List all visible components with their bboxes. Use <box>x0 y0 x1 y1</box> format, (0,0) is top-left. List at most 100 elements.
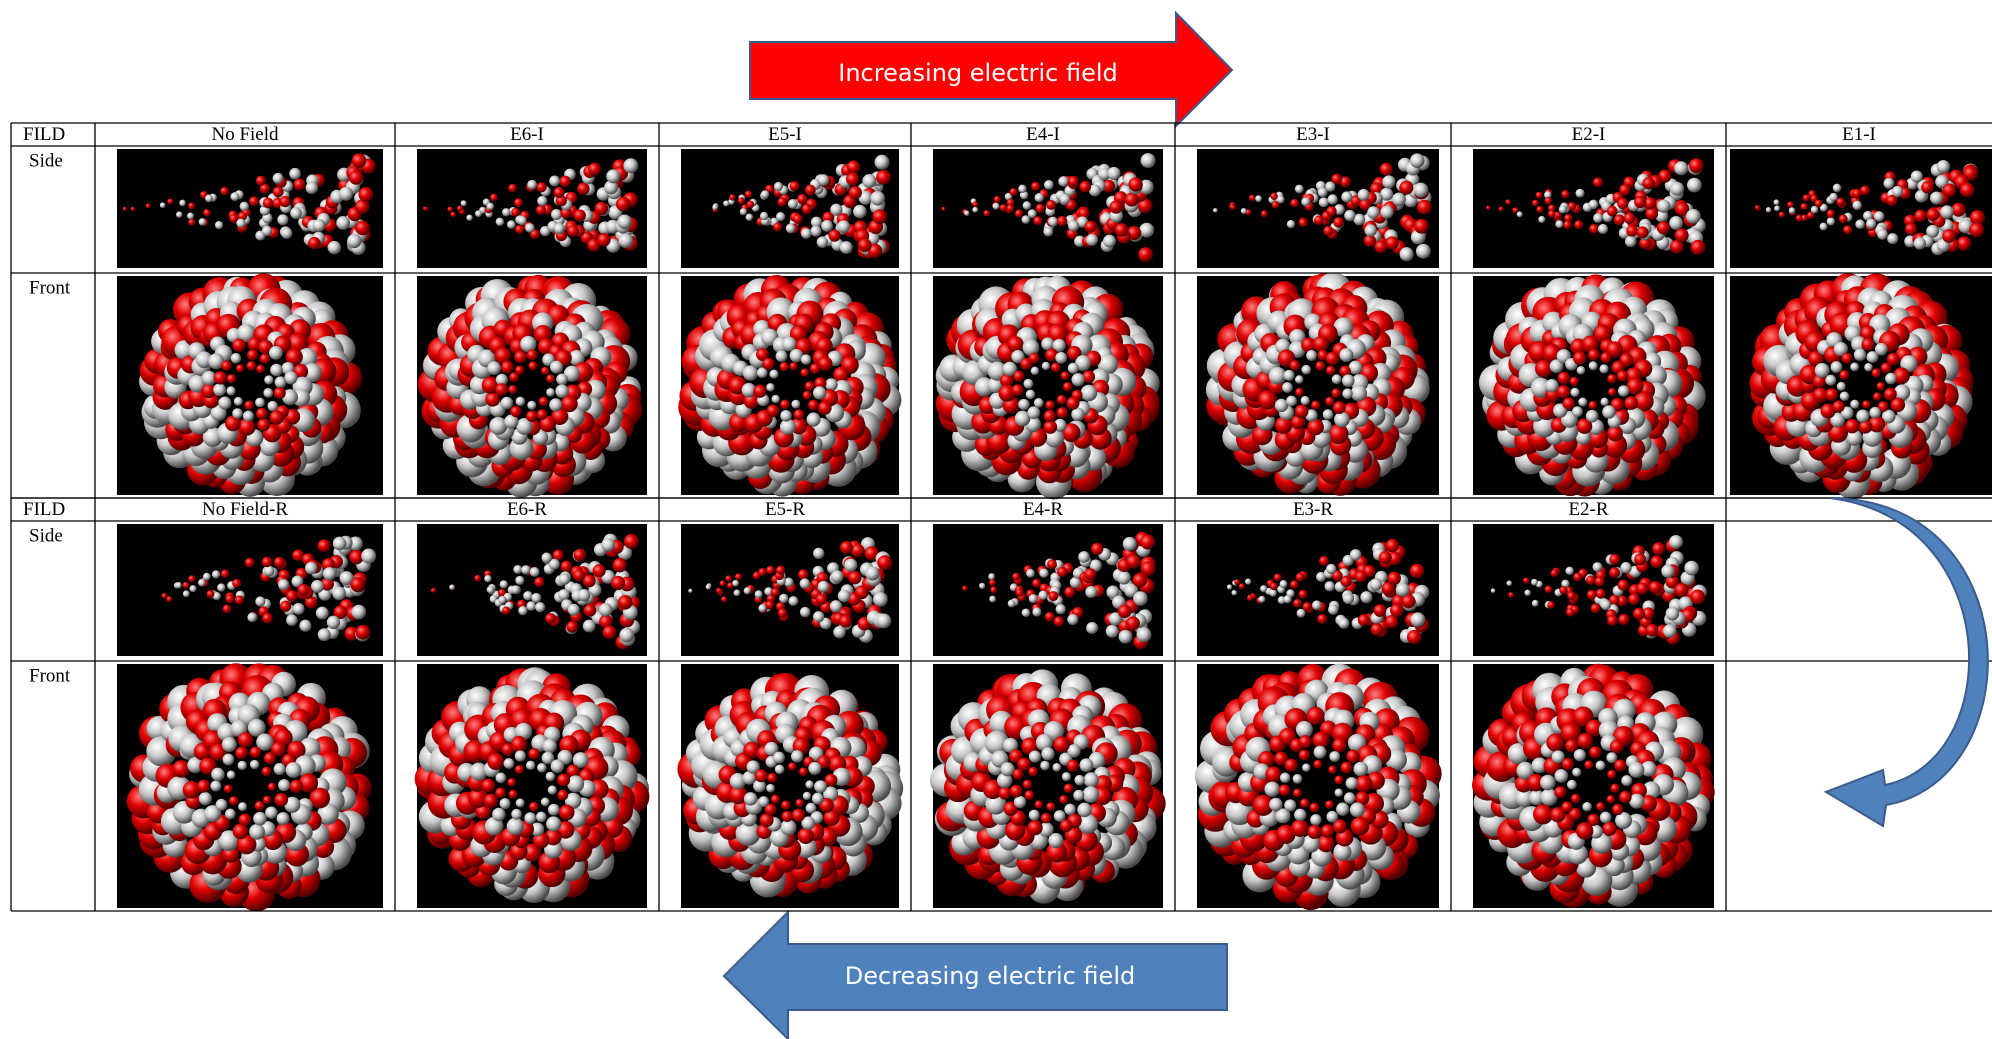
atom <box>831 570 843 582</box>
atom <box>606 169 620 183</box>
atom <box>1533 804 1553 824</box>
atom <box>269 410 283 424</box>
atom <box>1353 762 1368 777</box>
atom <box>509 790 518 799</box>
atom <box>536 812 547 823</box>
atom <box>1881 363 1892 374</box>
atom <box>799 767 808 776</box>
atom <box>808 762 821 775</box>
atom <box>232 339 245 352</box>
atom <box>1566 608 1575 617</box>
atom <box>1815 200 1823 208</box>
atom <box>1044 180 1054 190</box>
atom <box>723 200 729 206</box>
atom <box>1334 776 1343 785</box>
atom <box>1317 614 1327 624</box>
atom <box>1245 578 1251 584</box>
column-header: E6-I <box>510 124 544 145</box>
atom <box>263 796 271 804</box>
atom <box>791 750 803 762</box>
atom <box>273 173 284 184</box>
atom <box>816 593 827 604</box>
atom <box>256 365 265 374</box>
atom <box>508 385 517 394</box>
column-header: E2-R <box>1568 499 1608 520</box>
atom <box>1602 405 1615 418</box>
atom <box>1573 351 1587 365</box>
atom <box>531 593 541 603</box>
atom <box>1589 401 1598 410</box>
atom <box>839 615 852 628</box>
atom <box>1041 813 1052 824</box>
atom <box>553 187 564 198</box>
atom <box>1572 406 1583 417</box>
atom <box>146 203 151 208</box>
atom <box>1837 382 1846 391</box>
atom <box>979 583 985 589</box>
atom <box>1293 599 1302 608</box>
atom <box>1057 407 1068 418</box>
atom <box>1628 593 1640 605</box>
atom <box>1035 800 1043 808</box>
atom <box>253 812 267 826</box>
atom <box>1578 398 1587 407</box>
atom <box>247 349 258 360</box>
atom <box>1048 591 1058 601</box>
front-image <box>1473 274 1714 496</box>
atom <box>1634 553 1646 565</box>
atom <box>1827 210 1835 218</box>
atom <box>1315 361 1325 371</box>
atom <box>225 809 236 820</box>
atom <box>775 765 785 775</box>
atom <box>1053 736 1070 753</box>
column-header: E5-I <box>768 124 802 145</box>
atom <box>1610 784 1619 793</box>
atom <box>810 226 821 237</box>
atom <box>1815 363 1830 378</box>
atom <box>318 539 331 552</box>
atom <box>1068 220 1079 231</box>
atom <box>558 589 569 600</box>
side-image <box>117 149 383 268</box>
atom <box>1600 398 1608 406</box>
atom <box>550 361 563 374</box>
atom <box>274 387 286 399</box>
atom <box>1018 185 1026 193</box>
atom <box>619 628 634 643</box>
atom <box>510 406 521 417</box>
front-image <box>933 276 1163 500</box>
atom <box>1536 192 1543 199</box>
atom <box>355 221 370 236</box>
atom <box>1079 758 1093 772</box>
atom <box>1570 377 1579 386</box>
atom <box>515 576 524 585</box>
atom <box>1852 201 1862 211</box>
atom <box>211 768 224 781</box>
atom <box>270 364 283 377</box>
atom <box>1301 396 1310 405</box>
atom <box>1301 365 1311 375</box>
atom <box>1064 804 1076 816</box>
atom <box>617 215 632 230</box>
atom <box>1587 814 1599 826</box>
atom <box>1314 746 1327 759</box>
atom <box>1820 223 1828 231</box>
atom <box>1589 361 1598 370</box>
atom <box>1396 583 1410 597</box>
atom <box>765 601 774 610</box>
atom <box>1264 782 1279 797</box>
atom <box>183 582 190 589</box>
atom <box>1532 200 1539 207</box>
atom <box>1505 199 1510 204</box>
atom <box>1657 200 1670 213</box>
atom <box>1341 191 1352 202</box>
atom <box>347 234 361 248</box>
atom <box>515 225 524 234</box>
atom <box>838 590 851 603</box>
atom <box>769 370 778 379</box>
atom <box>619 233 634 248</box>
atom <box>1563 221 1571 229</box>
atom <box>1285 759 1298 772</box>
atom <box>1382 175 1395 188</box>
atom <box>825 378 838 391</box>
